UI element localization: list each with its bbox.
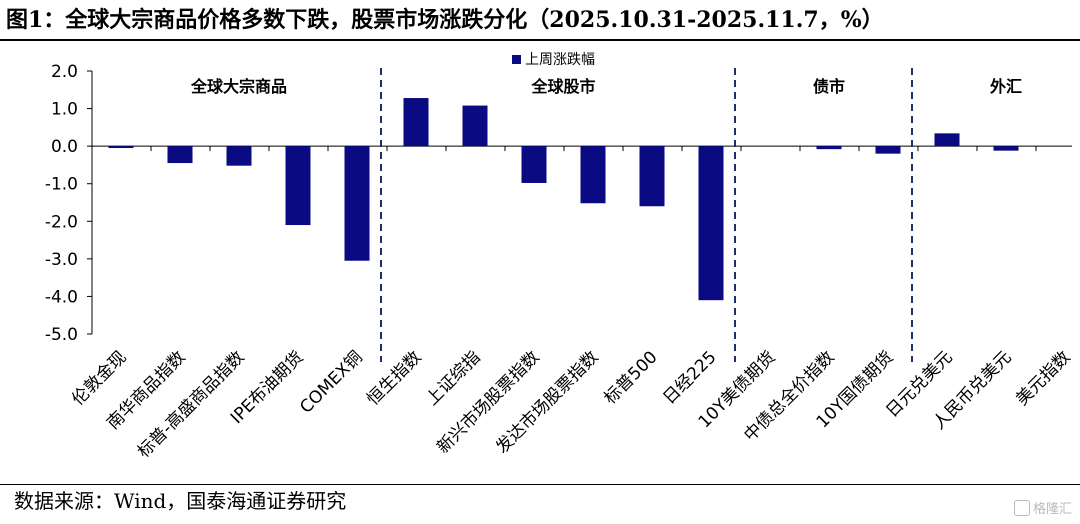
- bar: [404, 98, 429, 146]
- source-note: 数据来源：Wind，国泰海通证券研究: [14, 487, 346, 515]
- bar: [286, 146, 311, 225]
- y-tick-label: 2.0: [51, 62, 78, 82]
- bar: [994, 146, 1019, 151]
- group-label: 全球股市: [530, 77, 595, 96]
- x-tick-label: 标普500: [600, 347, 661, 408]
- x-tick-label: 日经225: [659, 347, 720, 408]
- x-tick-label: 发达市场股票指数: [492, 347, 602, 457]
- legend-label: 上周涨跌幅: [525, 52, 595, 68]
- x-tick-label: 新兴市场股票指数: [433, 347, 543, 457]
- bar: [935, 133, 960, 146]
- y-tick-label: -1.0: [45, 175, 78, 195]
- bar: [699, 146, 724, 300]
- bar: [876, 146, 901, 154]
- group-label: 全球大宗商品: [190, 77, 287, 96]
- title-rule: [0, 39, 1080, 41]
- bar: [522, 146, 547, 183]
- bar: [168, 146, 193, 163]
- y-tick-label: -3.0: [45, 250, 78, 270]
- chart-title: 图1：全球大宗商品价格多数下跌，股票市场涨跌分化（2025.10.31-2025…: [6, 2, 1074, 38]
- bar: [463, 106, 488, 147]
- bar-chart: 2.0 1.0 0.0 -1.0 -2.0 -3.0 -4.0 -5.0 全球大宗商品 全球股市 债…: [0, 44, 1080, 482]
- bar: [640, 146, 665, 206]
- legend-swatch: [512, 55, 521, 64]
- group-label: 债市: [813, 77, 845, 96]
- x-tick-label: 标普-高盛商品指数: [134, 347, 249, 462]
- y-tick-label: -2.0: [45, 212, 78, 232]
- watermark-logo-icon: [1014, 500, 1030, 516]
- bar: [817, 146, 842, 149]
- y-tick-label: -4.0: [45, 287, 78, 307]
- bar: [345, 146, 370, 261]
- x-tick-label: 美元指数: [1012, 347, 1074, 409]
- bar: [227, 146, 252, 166]
- watermark-text: 格隆汇: [1033, 502, 1072, 517]
- y-tick-label: 0.0: [51, 137, 78, 157]
- footer-rule: [0, 484, 1080, 485]
- watermark: 格隆汇: [1014, 498, 1072, 517]
- bar: [109, 146, 134, 148]
- y-tick-label: 1.0: [51, 100, 78, 120]
- bar: [581, 146, 606, 203]
- x-tick-label: COMEX铜: [296, 347, 366, 417]
- x-tick-label: 恒生指数: [363, 347, 425, 409]
- y-tick-label: -5.0: [45, 325, 78, 345]
- group-label: 外汇: [989, 77, 1022, 96]
